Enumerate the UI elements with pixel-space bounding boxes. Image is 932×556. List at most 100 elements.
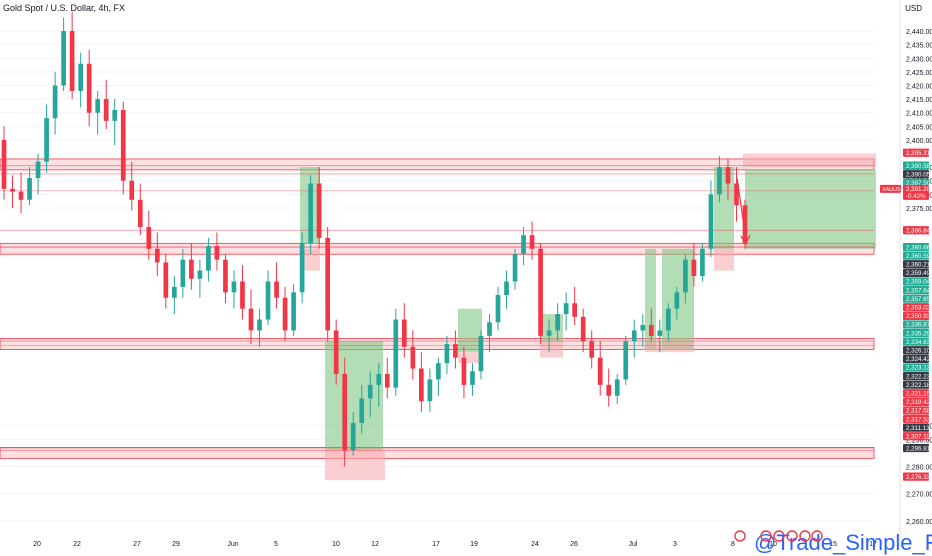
candle[interactable] <box>206 237 211 282</box>
candle[interactable] <box>648 308 654 342</box>
candle[interactable] <box>325 227 330 342</box>
price-label[interactable]: 2,335.29 <box>903 328 931 337</box>
candle[interactable] <box>708 180 714 257</box>
price-label[interactable]: 2,321.15 <box>903 389 931 397</box>
candle[interactable] <box>495 286 501 331</box>
price-label[interactable]: 2,326.10 <box>903 346 931 354</box>
candle[interactable] <box>504 270 509 309</box>
candle[interactable] <box>657 319 663 353</box>
candle[interactable] <box>478 330 484 380</box>
candle[interactable] <box>282 286 288 342</box>
candle[interactable] <box>444 335 450 374</box>
red-zone[interactable] <box>300 248 320 271</box>
price-label[interactable]: 2,311.13 <box>903 423 930 432</box>
candle[interactable] <box>725 158 731 200</box>
red-zone[interactable] <box>540 341 563 358</box>
candle[interactable] <box>529 221 535 260</box>
red-zone[interactable] <box>645 341 694 353</box>
candle[interactable] <box>299 232 305 304</box>
candle[interactable] <box>683 254 688 304</box>
candle[interactable] <box>606 368 612 407</box>
candle[interactable] <box>265 270 271 325</box>
candle[interactable] <box>52 71 58 135</box>
candle[interactable] <box>129 161 135 211</box>
candle[interactable] <box>538 243 543 345</box>
price-label[interactable]: 2,307.11 <box>903 432 930 440</box>
green-zone[interactable] <box>458 308 482 353</box>
candle[interactable] <box>137 183 143 236</box>
candle[interactable] <box>470 363 475 396</box>
target-icon[interactable] <box>760 530 772 542</box>
candle[interactable] <box>487 314 492 353</box>
candle[interactable] <box>461 346 467 399</box>
candle[interactable] <box>27 167 32 206</box>
candle[interactable] <box>333 319 339 385</box>
candle[interactable] <box>367 371 373 418</box>
price-label[interactable]: 2,395.31 <box>903 148 931 157</box>
candle[interactable] <box>1 126 7 200</box>
price-label[interactable]: 2,359.04 <box>903 277 931 286</box>
candle[interactable] <box>631 319 637 358</box>
candle[interactable] <box>69 12 75 100</box>
candle[interactable] <box>563 292 569 331</box>
candle[interactable] <box>10 175 15 208</box>
candle[interactable] <box>189 243 194 290</box>
price-label[interactable]: 2,357.65 <box>903 294 931 303</box>
candle[interactable] <box>248 289 254 345</box>
candle[interactable] <box>521 227 526 266</box>
green-zone[interactable] <box>645 248 656 350</box>
candle[interactable] <box>103 80 109 130</box>
candle[interactable] <box>350 412 356 456</box>
price-label[interactable]: 2,323.13 <box>903 363 931 372</box>
candle[interactable] <box>419 352 424 413</box>
candle[interactable] <box>95 90 101 135</box>
price-label[interactable]: 2,390.58 <box>903 161 931 170</box>
price-label[interactable]: 2,390.05 <box>903 170 931 178</box>
candle[interactable] <box>359 384 365 434</box>
candle[interactable] <box>393 308 399 396</box>
price-label[interactable]: 2,317.58 <box>903 406 931 415</box>
candle[interactable] <box>146 210 152 260</box>
candle[interactable] <box>436 357 441 396</box>
candle[interactable] <box>112 99 118 146</box>
candle[interactable] <box>214 232 220 271</box>
candle[interactable] <box>180 248 186 298</box>
candle[interactable] <box>453 330 458 369</box>
price-label[interactable]: 2,319.42 <box>903 397 931 406</box>
price-label[interactable]: 2,322.18 <box>903 380 931 389</box>
candle[interactable] <box>614 373 620 404</box>
price-label[interactable]: 2,286.81 <box>903 443 931 452</box>
candle[interactable] <box>427 368 433 413</box>
candle[interactable] <box>401 303 407 358</box>
red-zone[interactable] <box>458 352 482 364</box>
target-icon[interactable] <box>773 530 785 542</box>
candle[interactable] <box>674 286 680 320</box>
candle[interactable] <box>376 363 382 407</box>
candle[interactable] <box>410 330 416 380</box>
candle[interactable] <box>240 265 245 320</box>
price-label[interactable]: 2,317.53 <box>903 414 931 423</box>
candle[interactable] <box>257 308 262 347</box>
red-zone[interactable] <box>743 153 876 168</box>
candle[interactable] <box>316 167 322 249</box>
price-label[interactable]: 2,276.33 <box>903 472 931 481</box>
candle[interactable] <box>691 243 697 287</box>
candle[interactable] <box>86 50 92 127</box>
price-label[interactable]: 2,359.49 <box>903 268 931 277</box>
symbol-tag[interactable]: XAUUSD 2,381.28-0.42% <box>880 184 931 200</box>
candle[interactable] <box>384 357 390 399</box>
candle[interactable] <box>742 199 748 249</box>
green-zone[interactable] <box>745 169 876 249</box>
red-zone[interactable] <box>714 248 734 271</box>
candle[interactable] <box>308 175 313 255</box>
candle[interactable] <box>172 276 177 315</box>
candle[interactable] <box>44 104 49 173</box>
candle[interactable] <box>734 167 739 222</box>
candle[interactable] <box>18 172 24 214</box>
price-label[interactable]: 2,360.66 <box>903 242 931 251</box>
price-label[interactable]: 2,322.23 <box>903 371 931 380</box>
price-label[interactable]: 2,324.42 <box>903 354 931 363</box>
candle[interactable] <box>78 52 83 108</box>
candle[interactable] <box>640 314 646 347</box>
